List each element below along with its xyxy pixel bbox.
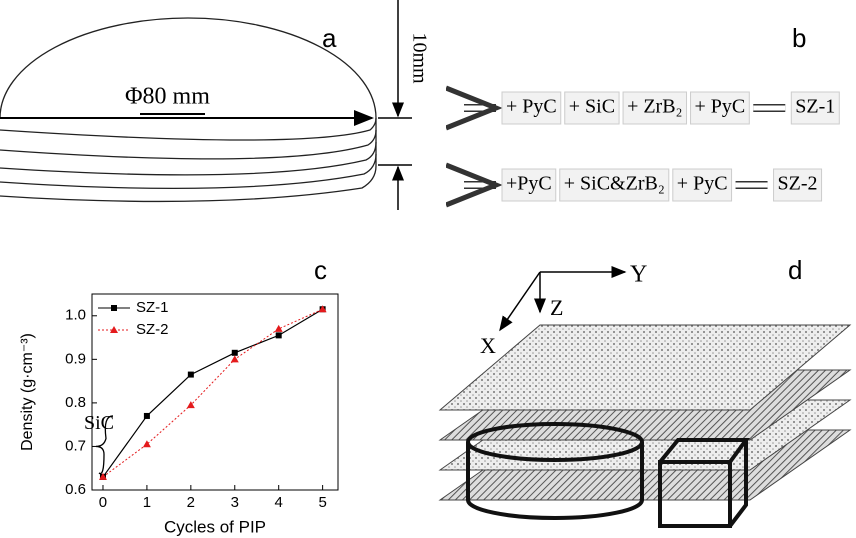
step-box [501,168,557,202]
marker [142,440,151,448]
y-tick-label: 0.9 [65,350,86,367]
x-tick-label: 0 [99,494,107,511]
specimens [466,422,750,528]
series-line [102,308,323,478]
step-box [559,168,670,202]
panel-label: c [314,255,327,285]
disk-drawing [0,17,377,203]
step-box [672,168,733,202]
step-box [622,91,688,125]
thickness-dimension [378,0,412,210]
layup-drawing [438,324,852,501]
step-label: + SiC [569,96,615,118]
step-box [564,91,620,125]
density-chart: 0.6 0.7 0.8 0.9 1.0 0 1 2 3 4 5 Cycles of PIP Densit… [19,293,339,536]
step-box [501,91,562,125]
step-label: + ZrB₂ [627,96,682,118]
step-label: + PyC [677,173,728,195]
step-box [773,168,823,202]
x-axis-label: Cycles of PIP [164,517,266,536]
axes-triad [499,266,627,332]
marker [187,371,194,378]
step-box [790,91,840,125]
x-tick-label: 3 [231,494,239,511]
process-rows: + PyC + SiC + ZrB₂ + PyC SZ-1 +PyC + SiC&ZrB₂ +… [464,91,840,202]
legend-marker [111,305,117,311]
y-tick-label: 1.0 [65,307,86,324]
panel-label: b [792,23,806,53]
marker [274,324,283,332]
marker [186,401,195,409]
thickness-label: 10mm [408,32,430,84]
step-label: SZ-2 [778,173,818,195]
legend-marker [110,326,118,333]
marker [318,305,327,313]
step-label: + PyC [695,96,746,118]
marker [143,412,150,419]
step-label: +PyC [506,173,552,195]
x-tick-label: 5 [318,494,326,511]
axis-name: Y [630,262,647,288]
legend-label: SZ-2 [136,321,169,338]
marker [275,332,282,339]
step-label: + SiC&ZrB₂ [564,173,665,195]
annotation-brace [95,415,114,475]
legend-label: SZ-1 [136,299,169,316]
step-label: + PyC [506,96,557,118]
diameter-label: Φ80 mm [125,84,210,110]
step-box [690,91,750,125]
y-tick-label: 0.6 [65,481,86,498]
axis-name: X [480,333,496,358]
axis-name: Z [550,295,563,320]
x-tick-label: 2 [187,494,195,511]
marker [231,349,238,356]
plot-frame [91,293,339,491]
y-axis-label: Density (g·cm⁻³) [19,333,36,451]
annotation: SiC [84,412,114,434]
y-tick-label: 0.7 [65,437,86,454]
series-line [102,308,323,478]
x-tick-label: 4 [275,494,283,511]
panel-label: a [322,23,337,53]
y-tick-label: 0.8 [65,394,86,411]
step-label: SZ-1 [795,96,835,118]
panel-label: d [788,255,802,285]
marker [98,472,107,480]
marker [230,355,239,363]
x-tick-label: 1 [143,494,151,511]
